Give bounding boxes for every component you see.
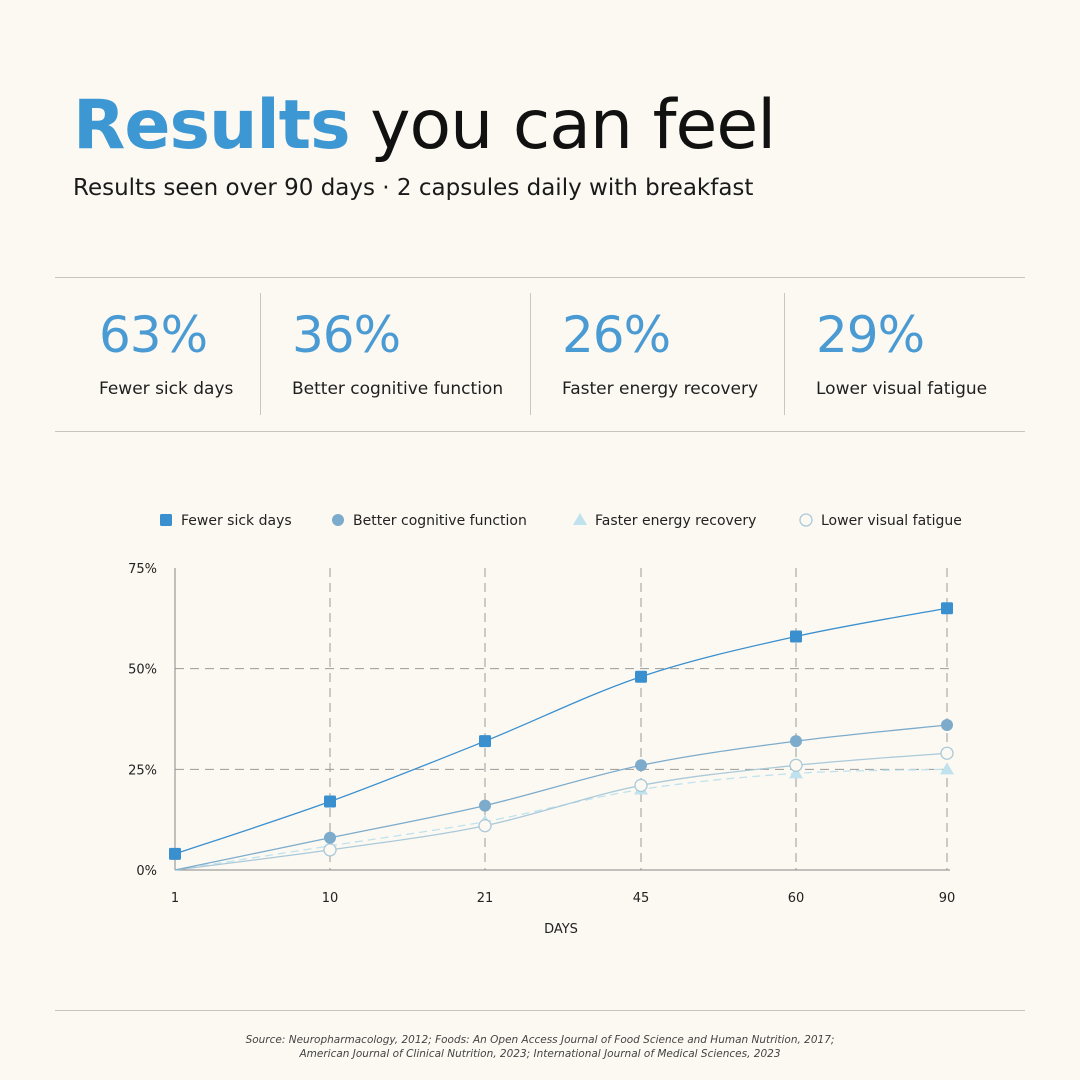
y-tick-label: 75% (128, 562, 157, 577)
data-point-better-cognitive-function (635, 759, 647, 772)
stat-value: 29% (816, 306, 925, 364)
data-point-faster-energy-recovery (940, 762, 954, 775)
legend-label-lower-visual-fatigue: Lower visual fatigue (821, 513, 962, 529)
data-point-fewer-sick-days (324, 795, 336, 808)
data-point-faster-energy-recovery (789, 766, 803, 779)
x-tick-label: 10 (322, 891, 339, 906)
data-point-fewer-sick-days (479, 735, 491, 748)
legend-marker-fewer-sick-days (160, 514, 172, 526)
legend-label-fewer-sick-days: Fewer sick days (181, 513, 292, 529)
data-point-better-cognitive-function (941, 719, 953, 732)
stat-divider (260, 293, 261, 415)
stats-top-rule (55, 277, 1025, 278)
source-line-2: American Journal of Clinical Nutrition, … (299, 1048, 781, 1060)
legend-marker-faster-energy-recovery (573, 513, 587, 525)
page-title: Results you can feel (73, 86, 776, 166)
series-line-lower-visual-fatigue (174, 752, 948, 871)
data-point-better-cognitive-function (790, 735, 802, 748)
series-line-fewer-sick-days (174, 607, 948, 855)
y-tick-label: 50% (128, 663, 157, 678)
stat-label: Fewer sick days (99, 379, 234, 399)
x-tick-label: 90 (939, 891, 956, 906)
source-line-1: Source: Neuropharmacology, 2012; Foods: … (0, 1033, 1080, 1047)
stats-bottom-rule (55, 431, 1025, 432)
data-point-fewer-sick-days (790, 630, 802, 643)
x-tick-label: 60 (788, 891, 805, 906)
stat-label: Faster energy recovery (562, 379, 759, 399)
footer-rule (55, 1010, 1025, 1011)
legend-marker-better-cognitive-function (332, 514, 344, 526)
y-tick-label: 25% (128, 763, 157, 778)
legend-label-better-cognitive-function: Better cognitive function (353, 513, 527, 529)
x-tick-label: 1 (171, 891, 179, 906)
x-tick-label: 45 (633, 891, 650, 906)
stats-row: 63% Fewer sick days 36% Better cognitive… (55, 278, 1025, 431)
data-point-lower-visual-fatigue (478, 819, 492, 833)
stat-value: 26% (562, 306, 671, 364)
series-line-better-cognitive-function (174, 724, 948, 871)
source-line-1-suffix: : An Open Access Journal of Food Science… (466, 1034, 835, 1046)
data-point-fewer-sick-days (169, 847, 181, 860)
data-point-lower-visual-fatigue (323, 843, 337, 857)
x-tick-label: 21 (477, 891, 494, 906)
data-point-lower-visual-fatigue (789, 758, 803, 772)
source-line-1-prefix: Source: Neuropharmacology, 2012; (245, 1034, 436, 1046)
title-accent: Results (73, 86, 351, 165)
data-point-fewer-sick-days (941, 602, 953, 615)
stat-divider (784, 293, 785, 415)
stat-value: 63% (99, 306, 208, 364)
data-point-better-cognitive-function (324, 831, 336, 844)
source-citation: Source: Neuropharmacology, 2012; Foods: … (0, 1033, 1080, 1061)
title-rest: you can feel (349, 86, 776, 165)
page-subtitle: Results seen over 90 days · 2 capsules d… (73, 175, 754, 201)
stat-value: 36% (292, 306, 401, 364)
line-chart: 0% 25% 50% 75% 1 10 21 45 60 90 DAYS Fewer sick day… (128, 513, 962, 937)
stat-label: Lower visual fatigue (816, 379, 988, 399)
legend-marker-lower-visual-fatigue (799, 513, 813, 527)
data-point-lower-visual-fatigue (634, 778, 648, 793)
data-point-better-cognitive-function (479, 799, 491, 812)
data-point-fewer-sick-days (635, 670, 647, 683)
stat-divider (530, 293, 531, 415)
y-tick-label: 0% (136, 864, 157, 879)
data-point-lower-visual-fatigue (940, 746, 954, 760)
stat-label: Better cognitive function (292, 379, 504, 399)
source-line-1-journal: Foods (435, 1034, 467, 1046)
x-axis-label: DAYS (544, 922, 578, 937)
legend-label-faster-energy-recovery: Faster energy recovery (595, 513, 756, 529)
